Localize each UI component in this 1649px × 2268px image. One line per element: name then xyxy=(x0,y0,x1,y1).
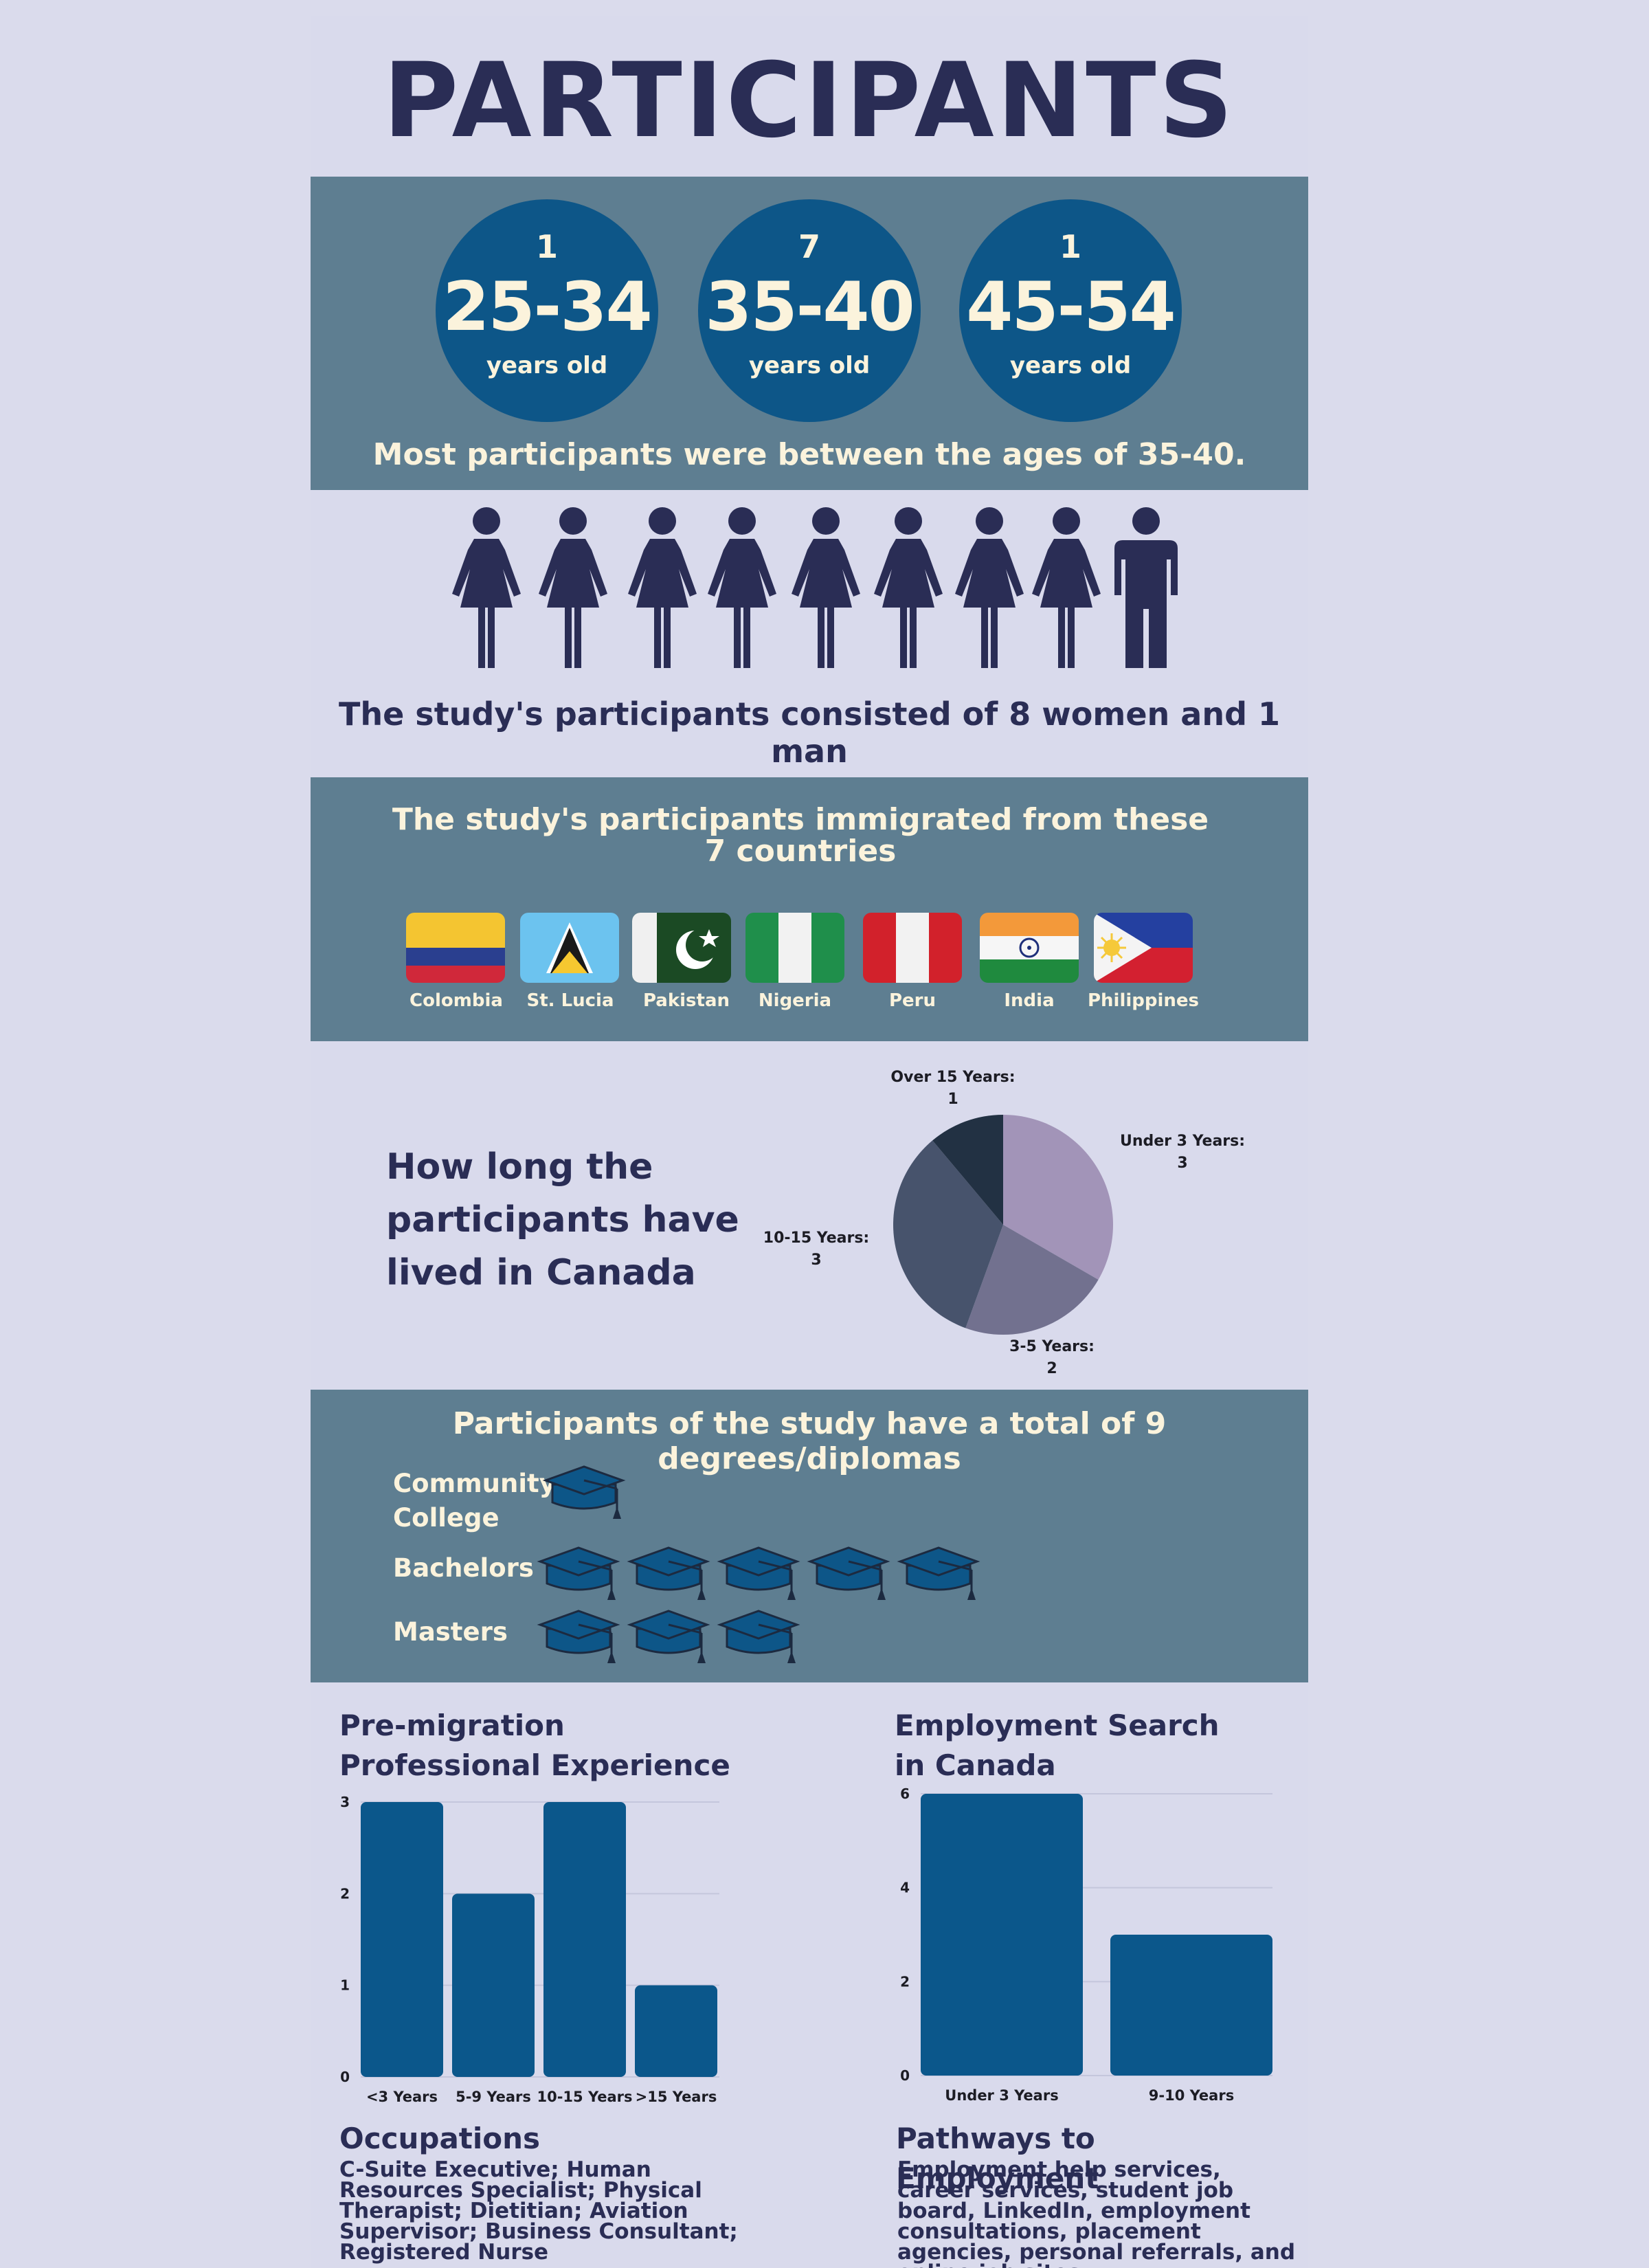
country-name: St. Lucia xyxy=(526,990,614,1011)
age-count: 1 xyxy=(1059,228,1081,265)
x-tick-label: 5-9 Years xyxy=(456,2089,531,2105)
flag-colombia xyxy=(406,913,505,983)
graduation-cap-icon xyxy=(719,1546,798,1601)
age-circle-25-34: 1 25-34 years old xyxy=(436,199,658,422)
occupations-text: C-Suite Executive; Human Resources Speci… xyxy=(339,2157,738,2265)
age-unit: years old xyxy=(486,352,608,379)
graduation-cap-icon xyxy=(629,1546,708,1601)
pie-label-over-15: Over 15 Years: 1 xyxy=(890,1069,1016,1108)
y-tick-label: 2 xyxy=(900,1973,910,1990)
gender-pictogram xyxy=(452,507,1178,668)
bar xyxy=(543,1802,626,2077)
woman-icon xyxy=(955,507,1024,668)
graduation-cap-icon xyxy=(539,1546,618,1601)
graduation-cap-icon xyxy=(629,1610,708,1665)
flag-peru xyxy=(863,913,962,983)
age-range: 25-34 xyxy=(442,268,652,346)
y-tick-label: 0 xyxy=(900,2067,910,2084)
age-range: 35-40 xyxy=(705,268,915,346)
x-tick-label: Under 3 Years xyxy=(945,2087,1058,2104)
bar xyxy=(921,1794,1083,2076)
bar xyxy=(361,1802,443,2077)
woman-icon xyxy=(792,507,860,668)
flag-nigeria xyxy=(745,913,844,983)
countries-section xyxy=(311,777,1308,1041)
residence-heading: How long the participants have lived in … xyxy=(386,1146,739,1293)
pie-slice-1 xyxy=(965,1225,1099,1335)
x-tick-label: 10-15 Years xyxy=(537,2089,632,2105)
flag-st-lucia xyxy=(520,913,619,983)
bar xyxy=(635,1985,717,2077)
bar xyxy=(452,1893,535,2077)
graduation-cap-icon xyxy=(544,1465,624,1520)
flag-philippines xyxy=(1094,913,1193,983)
y-tick-label: 2 xyxy=(340,1885,350,1902)
man-icon xyxy=(1114,507,1178,668)
y-tick-label: 3 xyxy=(340,1794,350,1810)
graduation-cap-icon xyxy=(719,1610,798,1665)
graduation-cap-icon xyxy=(899,1546,978,1601)
bar xyxy=(1110,1935,1272,2076)
x-tick-label: 9-10 Years xyxy=(1149,2087,1234,2104)
pathways-text: Employment help services, career service… xyxy=(897,2157,1296,2268)
country-name: Nigeria xyxy=(758,990,832,1011)
age-circle-35-40: 7 35-40 years old xyxy=(698,199,921,422)
graduation-cap-icon xyxy=(539,1610,618,1665)
chart-2-bar-chart: 0 2 4 6 Under 3 Years 9-10 Years xyxy=(900,1787,1272,2104)
woman-icon xyxy=(628,507,697,668)
pie-label-3-5: 3-5 Years: 2 xyxy=(1009,1338,1095,1377)
pie-label-under-3: Under 3 Years: 3 xyxy=(1119,1133,1246,1172)
pie-label-10-15: 10-15 Years: 3 xyxy=(763,1230,870,1269)
graduation-cap-icon xyxy=(809,1546,888,1601)
age-count: 1 xyxy=(535,228,558,265)
degrees-section xyxy=(311,1390,1308,1682)
country-name: India xyxy=(1004,990,1055,1011)
pie-slice-0 xyxy=(1003,1115,1113,1280)
y-tick-label: 6 xyxy=(900,1787,910,1802)
residence-pie-chart xyxy=(893,1115,1113,1335)
country-name: Pakistan xyxy=(642,990,730,1011)
country-name: Peru xyxy=(888,990,936,1011)
pie-slice-3 xyxy=(932,1115,1003,1225)
page-title: PARTICIPANTS xyxy=(383,41,1236,161)
pathways-heading: Pathways to Employment xyxy=(896,2122,1099,2195)
x-tick-label: <3 Years xyxy=(366,2089,438,2105)
age-unit: years old xyxy=(748,352,871,379)
y-tick-label: 1 xyxy=(340,1977,350,1994)
degree-caps xyxy=(539,1465,978,1665)
country-name: Colombia xyxy=(410,990,503,1011)
age-count: 7 xyxy=(798,228,820,265)
chart-2-title: Employment Search in Canada xyxy=(895,1709,1220,1782)
chart-1-bar-chart: 0 1 2 3 <3 Years 5-9 Years 10-15 Years >15 Year… xyxy=(340,1794,719,2105)
flag-india xyxy=(980,913,1079,983)
y-tick-label: 0 xyxy=(340,2069,350,2085)
age-range: 45-54 xyxy=(966,268,1176,346)
degrees-heading: Participants of the study have a total o… xyxy=(452,1406,1167,1476)
flag-pakistan xyxy=(632,913,731,983)
gender-caption: The study's participants consisted of 8 … xyxy=(338,696,1281,770)
woman-icon xyxy=(874,507,943,668)
age-caption: Most participants were between the ages … xyxy=(372,437,1246,472)
age-circle-45-54: 1 45-54 years old xyxy=(959,199,1182,422)
pie-slice-2 xyxy=(893,1140,1003,1328)
woman-icon xyxy=(539,507,607,668)
age-unit: years old xyxy=(1009,352,1132,379)
degree-label-masters: Masters xyxy=(393,1617,508,1647)
chart-1-title: Pre-migration Professional Experience xyxy=(339,1709,730,1782)
x-tick-label: >15 Years xyxy=(636,2089,717,2105)
countries-heading: The study's participants immigrated from… xyxy=(392,802,1209,869)
country-name: Philippines xyxy=(1087,990,1200,1011)
degree-label-bachelors: Bachelors xyxy=(393,1553,534,1583)
woman-icon xyxy=(452,507,521,668)
woman-icon xyxy=(708,507,776,668)
woman-icon xyxy=(1032,507,1101,668)
degree-label-community-college: Community College xyxy=(393,1469,556,1533)
occupations-heading: Occupations xyxy=(339,2122,541,2155)
y-tick-label: 4 xyxy=(900,1880,910,1896)
